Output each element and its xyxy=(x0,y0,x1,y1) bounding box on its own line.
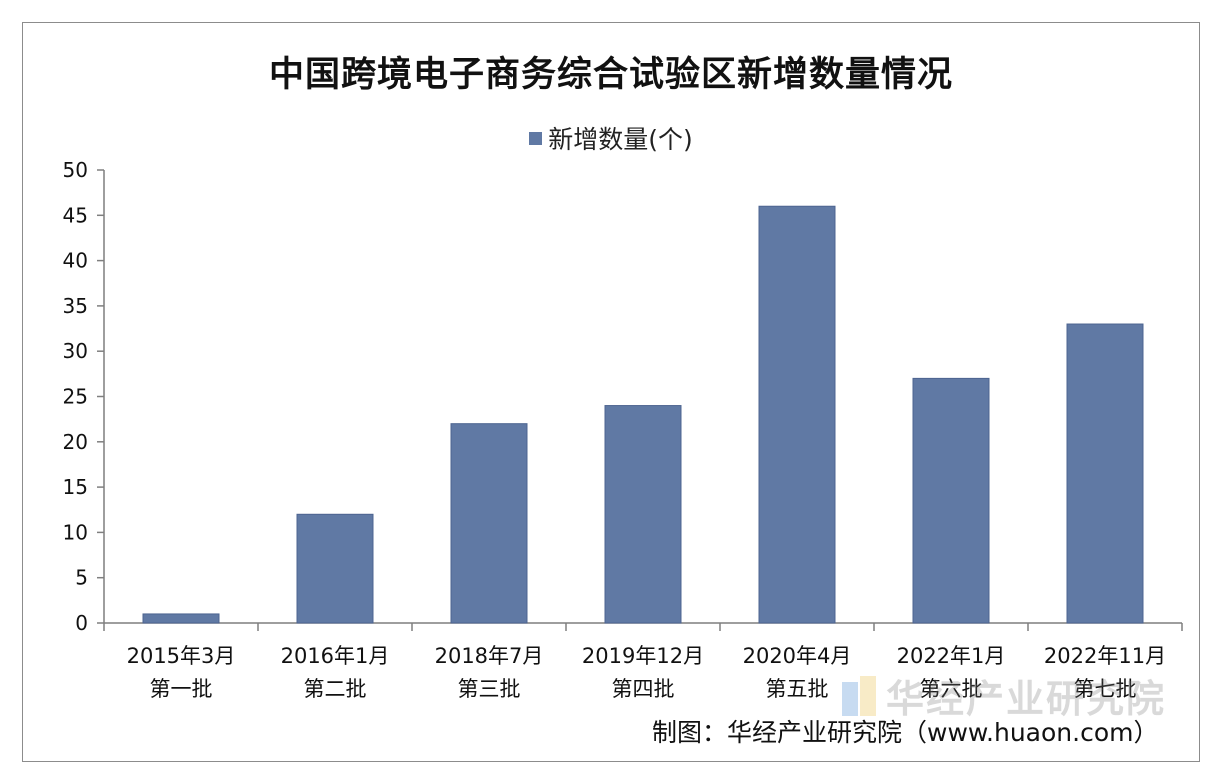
x-category-label: 第六批 xyxy=(920,677,983,701)
legend-swatch xyxy=(529,131,543,145)
y-tick-label: 40 xyxy=(63,249,88,273)
bar xyxy=(758,205,836,624)
bar xyxy=(912,377,990,624)
x-category-label: 2016年1月 xyxy=(281,644,390,668)
legend-label: 新增数量(个) xyxy=(548,125,693,154)
y-tick-label: 20 xyxy=(63,430,88,454)
y-tick-label: 50 xyxy=(63,158,88,182)
bar xyxy=(296,513,374,624)
y-tick-label: 35 xyxy=(63,294,88,318)
legend: 新增数量(个) xyxy=(0,120,1222,156)
x-category-label: 第三批 xyxy=(458,677,521,701)
source-note: 制图：华经产业研究院（www.huaon.com） xyxy=(652,718,1159,747)
chart-frame xyxy=(22,22,1200,762)
y-tick-label: 5 xyxy=(75,566,88,590)
x-category-label: 第七批 xyxy=(1074,677,1137,701)
y-tick-label: 45 xyxy=(63,203,88,227)
bar xyxy=(142,613,220,624)
x-category-label: 第二批 xyxy=(304,677,367,701)
x-category-label: 2015年3月 xyxy=(127,644,236,668)
x-category-label: 2019年12月 xyxy=(582,644,704,668)
bar xyxy=(604,405,682,624)
y-tick-label: 15 xyxy=(63,475,88,499)
bar xyxy=(450,423,528,624)
y-tick-label: 0 xyxy=(75,611,88,635)
bar xyxy=(1066,323,1144,624)
x-category-label: 2022年11月 xyxy=(1044,644,1166,668)
chart-title: 中国跨境电子商务综合试验区新增数量情况 xyxy=(268,54,953,95)
x-category-label: 第四批 xyxy=(612,677,675,701)
x-category-label: 2018年7月 xyxy=(435,644,544,668)
x-category-label: 2022年1月 xyxy=(897,644,1006,668)
y-tick-label: 10 xyxy=(63,520,88,544)
x-category-label: 第五批 xyxy=(766,677,829,701)
y-tick-label: 25 xyxy=(63,385,88,409)
y-tick-label: 30 xyxy=(63,339,88,363)
x-category-label: 2020年4月 xyxy=(743,644,852,668)
x-category-label: 第一批 xyxy=(150,677,213,701)
